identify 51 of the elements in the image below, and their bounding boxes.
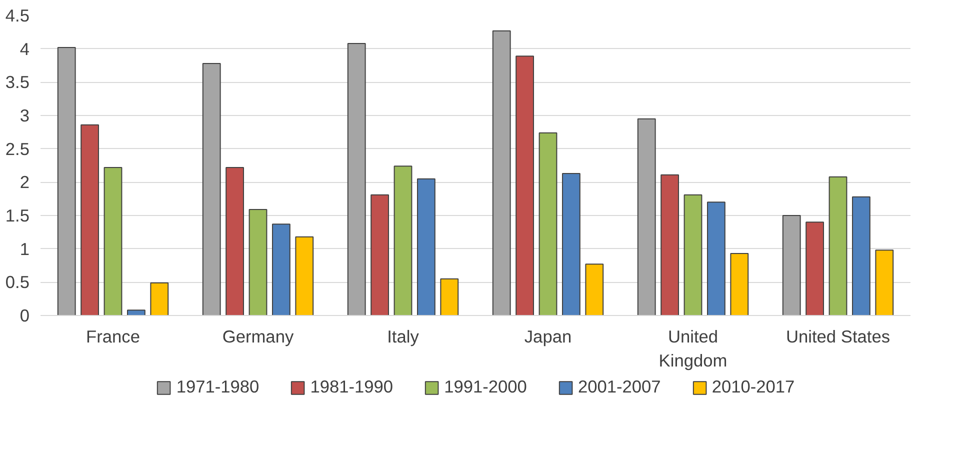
x-tick-label: Germany — [222, 326, 294, 346]
legend-label: 2010-2017 — [712, 376, 795, 398]
legend-label: 1981-1990 — [310, 376, 394, 398]
bar — [417, 178, 436, 316]
bar — [202, 63, 221, 316]
y-tick-label: 0.5 — [5, 272, 30, 292]
bar — [150, 282, 169, 316]
y-tick-label: 2 — [20, 172, 30, 192]
x-tick-label: Italy — [387, 326, 420, 346]
bar — [127, 310, 146, 316]
y-tick-label: 3 — [20, 106, 30, 126]
x-tick-label: Japan — [524, 326, 572, 346]
bar — [370, 194, 389, 316]
y-tick-label: 1 — [20, 238, 30, 259]
bar — [394, 166, 412, 316]
y-tick-label: 4 — [20, 38, 30, 59]
bar — [538, 132, 558, 316]
bar — [272, 224, 290, 316]
bar — [707, 202, 726, 316]
bar — [684, 194, 702, 316]
bar — [104, 167, 122, 316]
x-tick-label: United Kingdom — [658, 326, 728, 370]
bar — [637, 118, 656, 316]
bar — [828, 176, 848, 316]
x-tick-label: France — [86, 326, 140, 346]
bar — [852, 196, 870, 316]
bar — [80, 124, 99, 316]
y-tick-label: 1.5 — [5, 206, 30, 226]
bar — [492, 30, 511, 316]
legend-label: 1991-2000 — [444, 376, 527, 398]
bar — [660, 174, 679, 316]
y-tick-label: 3.5 — [5, 72, 30, 92]
legend-label: 2001-2007 — [578, 376, 661, 398]
bar — [226, 167, 244, 316]
y-tick-label: 0 — [20, 306, 30, 326]
y-tick-label: 2.5 — [5, 138, 30, 159]
bar — [440, 278, 459, 316]
y-tick-label: 4.5 — [5, 6, 30, 26]
bar — [782, 215, 801, 316]
x-tick-label: United States — [786, 326, 890, 346]
legend-label: 1971-1980 — [176, 376, 260, 398]
bar — [875, 250, 894, 316]
bar — [806, 222, 824, 316]
bar — [516, 56, 534, 316]
bar — [347, 43, 366, 316]
bar — [248, 209, 268, 316]
bar — [562, 173, 580, 316]
bar — [295, 236, 314, 316]
bar — [730, 253, 749, 316]
bar — [57, 47, 76, 316]
bar — [585, 264, 604, 316]
